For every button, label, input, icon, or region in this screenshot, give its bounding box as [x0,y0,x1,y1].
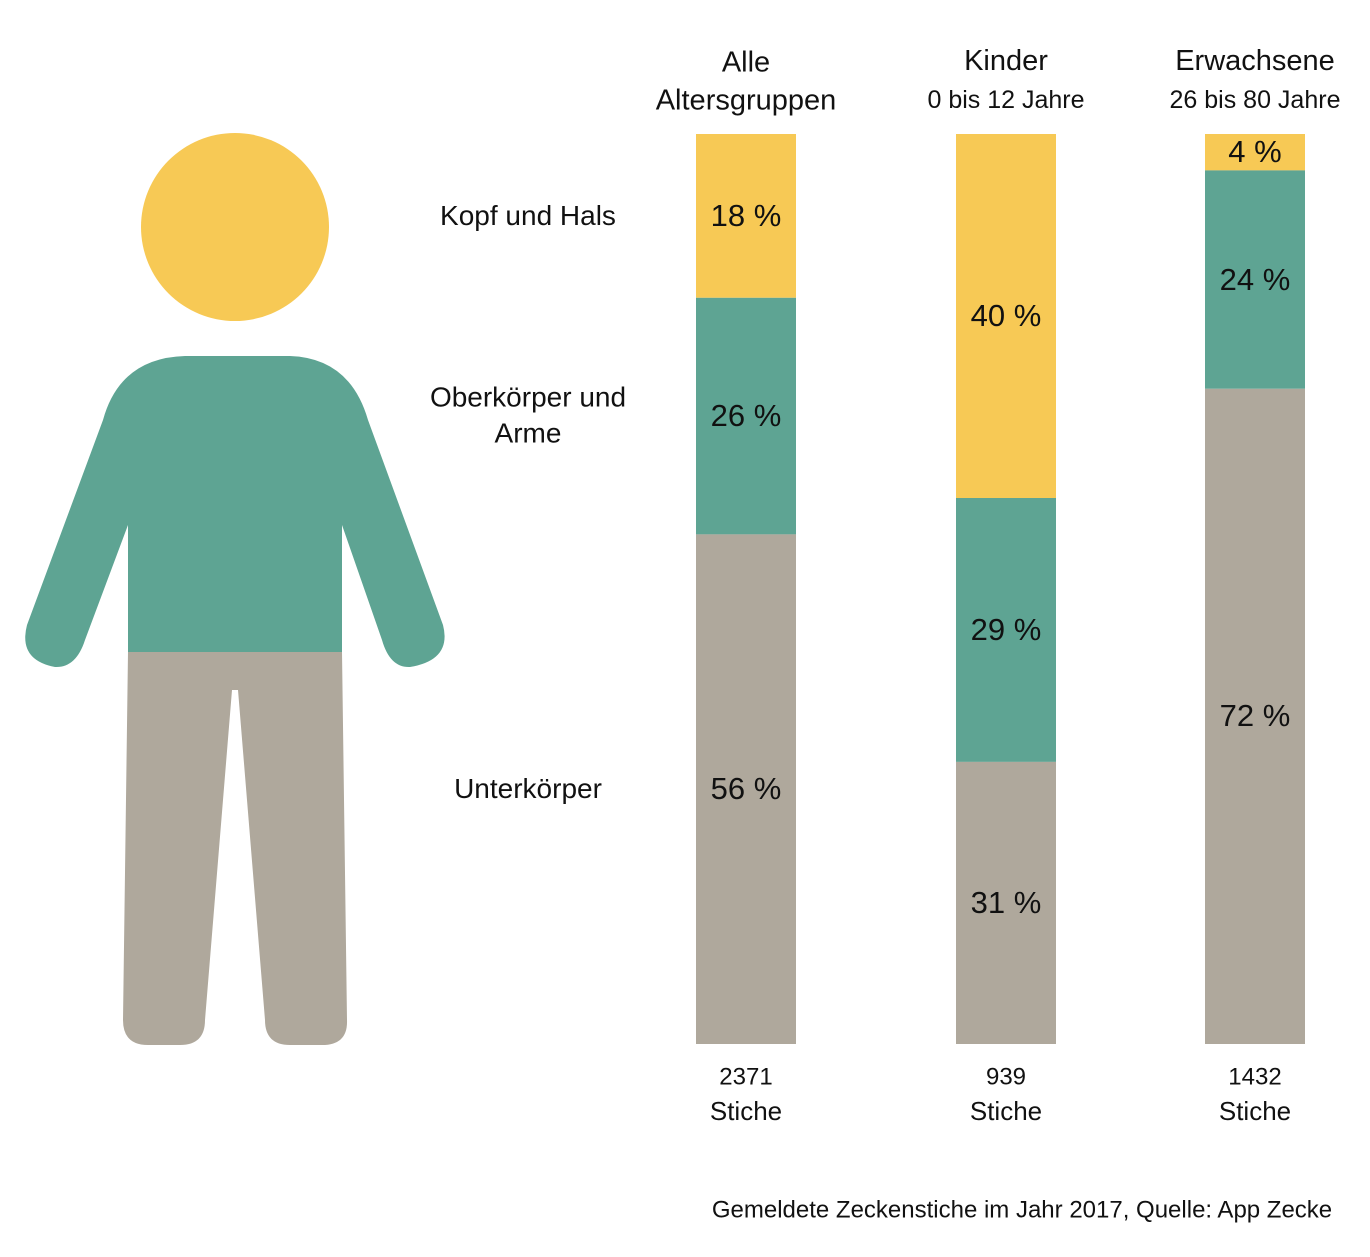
count-unit: Stiche [1218,1096,1292,1127]
value-label: 72 % [1219,698,1291,734]
bar-segment [956,498,1056,762]
value-label: 40 % [970,297,1042,333]
series-label: Unterkörper [454,772,602,804]
count-label: 1432 [1228,1063,1282,1091]
value-label: 56 % [710,771,782,807]
count-unit: Stiche [969,1096,1043,1127]
bar-segment [1205,388,1305,1044]
bar-segment [696,534,796,1044]
bar-segment [696,297,796,535]
column-header: Kinder [964,45,1048,78]
series-label: Kopf und Hals [440,199,616,231]
column-subheader: 0 bis 12 Jahre [927,85,1085,114]
bar-segment [696,134,796,298]
column-subheader: 26 bis 80 Jahre [1169,85,1341,114]
figure-legs [123,652,348,1045]
bar-segment [956,761,1056,1044]
value-label: 31 % [970,884,1042,920]
value-label: 26 % [710,397,782,433]
source-note: Gemeldete Zeckenstiche im Jahr 2017, Que… [711,1196,1333,1224]
column-header: Alle Altersgruppen [655,46,837,116]
figure-torso [25,356,445,668]
column-header: Erwachsene [1175,45,1335,78]
bar-segment [1205,134,1305,171]
value-label: 18 % [710,197,782,233]
series-label: Oberkörper und Arme [429,381,627,450]
count-label: 2371 [719,1063,773,1091]
bar-segment [956,134,1056,498]
value-label: 4 % [1228,134,1282,170]
figure-head [141,133,329,321]
person-figure [25,133,445,1045]
value-label: 24 % [1219,261,1291,297]
bar-segment [1205,170,1305,389]
count-label: 939 [985,1063,1027,1091]
value-label: 29 % [970,611,1042,647]
count-unit: Stiche [709,1096,783,1127]
